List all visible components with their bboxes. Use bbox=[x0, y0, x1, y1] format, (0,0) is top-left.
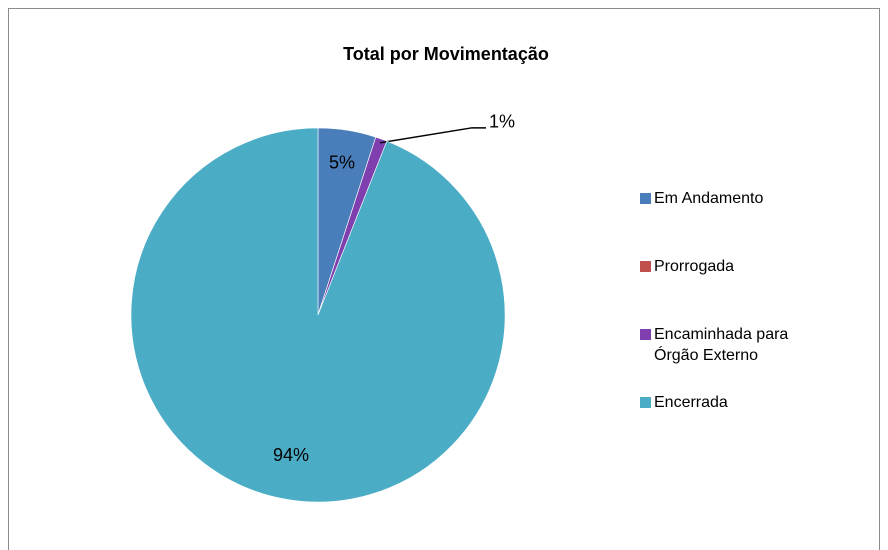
legend-label: Prorrogada bbox=[654, 258, 735, 275]
pie-slice bbox=[130, 127, 506, 503]
data-label: 5% bbox=[329, 152, 355, 172]
data-label: 94% bbox=[273, 445, 309, 465]
legend-swatch bbox=[640, 329, 651, 340]
legend-item: Prorrogada bbox=[638, 256, 808, 324]
legend-item: Encaminhada para Órgão Externo bbox=[638, 324, 808, 392]
leader-line bbox=[379, 127, 486, 144]
legend-label: Encaminhada para Órgão Externo bbox=[654, 326, 789, 364]
legend-swatch bbox=[640, 397, 651, 408]
legend-item: Encerrada bbox=[638, 392, 808, 460]
legend-label: Em Andamento bbox=[654, 190, 764, 207]
legend-item: Em Andamento bbox=[638, 188, 808, 256]
chart-title: Total por Movimentação bbox=[343, 44, 549, 64]
legend-swatch bbox=[640, 193, 651, 204]
legend: Em Andamento Prorrogada Encaminhada para Ó… bbox=[638, 188, 808, 460]
legend-label: Encerrada bbox=[654, 394, 728, 411]
legend-swatch bbox=[640, 261, 651, 272]
data-label: 1% bbox=[489, 112, 515, 132]
